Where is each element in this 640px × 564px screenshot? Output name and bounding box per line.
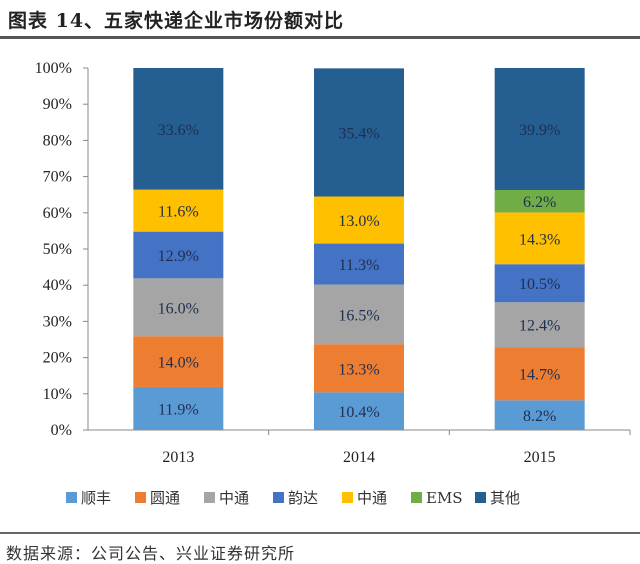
bar-segment xyxy=(314,392,404,430)
data-label: 16.5% xyxy=(338,307,379,324)
data-label: 11.6% xyxy=(158,204,199,221)
bar-segment xyxy=(314,344,404,393)
bar-segment xyxy=(494,400,585,430)
chart-title: 图表 14、五家快递企业市场份额对比 xyxy=(8,10,345,32)
bar-segment xyxy=(133,68,224,190)
legend-label: 顺丰 xyxy=(81,489,111,507)
data-label: 10.4% xyxy=(338,404,379,421)
bar-segment xyxy=(494,212,585,265)
bar-segment xyxy=(494,68,585,190)
legend-swatch xyxy=(342,492,353,503)
legend-label: EMS xyxy=(426,489,463,507)
y-tick-label: 10% xyxy=(43,386,72,403)
data-label: 39.9% xyxy=(519,122,560,139)
y-tick-label: 100% xyxy=(35,60,72,77)
data-label: 33.6% xyxy=(158,122,199,139)
bar-segment xyxy=(133,386,224,430)
source-divider xyxy=(0,532,640,534)
x-tick-label: 2015 xyxy=(524,449,556,466)
y-tick-label: 80% xyxy=(43,132,72,149)
y-tick-label: 30% xyxy=(43,313,72,330)
y-tick-label: 20% xyxy=(43,350,72,367)
data-label: 35.4% xyxy=(338,125,379,142)
bar-segment xyxy=(133,189,224,232)
legend-label: 中通 xyxy=(219,489,249,507)
data-label: 10.5% xyxy=(519,276,560,293)
legend-swatch xyxy=(135,492,146,503)
legend-swatch xyxy=(204,492,215,503)
y-tick-label: 90% xyxy=(43,96,72,113)
bar-segment xyxy=(314,68,404,197)
title-divider xyxy=(0,36,640,39)
legend-swatch xyxy=(66,492,77,503)
data-label: 16.0% xyxy=(158,300,199,317)
data-label: 13.0% xyxy=(338,213,379,230)
data-label: 11.3% xyxy=(339,257,380,274)
bar-segment xyxy=(314,196,404,244)
y-tick-label: 40% xyxy=(43,277,72,294)
bar-segment xyxy=(133,278,224,337)
data-label: 11.9% xyxy=(158,401,199,418)
data-label: 12.9% xyxy=(158,248,199,265)
data-label: 14.3% xyxy=(519,231,560,248)
y-tick-label: 0% xyxy=(51,422,72,439)
legend-label: 圆通 xyxy=(150,489,180,507)
legend-swatch xyxy=(411,492,422,503)
data-label: 8.2% xyxy=(523,408,556,425)
stacked-bar-chart: 0% 10% 20% 30% 40% 50% 60% 70% 80% 90% 100% 11.9% 14… xyxy=(35,60,631,507)
data-label: 13.3% xyxy=(338,361,379,378)
bar-segment xyxy=(494,302,585,348)
data-label: 6.2% xyxy=(523,194,556,211)
y-tick-label: 60% xyxy=(43,205,72,222)
legend-swatch xyxy=(475,492,486,503)
y-tick-label: 70% xyxy=(43,169,72,186)
data-label: 12.4% xyxy=(519,318,560,335)
bar-segment xyxy=(494,347,585,401)
legend-label: 中通 xyxy=(357,489,387,507)
x-tick-label: 2014 xyxy=(343,449,375,466)
source-note: 数据来源：公司公告、兴业证券研究所 xyxy=(6,544,296,563)
legend-label: 其他 xyxy=(490,489,520,507)
bar-segment xyxy=(314,284,404,345)
x-tick-label: 2013 xyxy=(162,449,194,466)
data-label: 14.7% xyxy=(519,367,560,384)
data-label: 14.0% xyxy=(158,355,199,372)
bar-segment xyxy=(494,264,585,303)
bar-segment xyxy=(133,231,224,279)
legend-label: 韵达 xyxy=(288,489,318,507)
bar-segment xyxy=(314,243,404,285)
legend-swatch xyxy=(273,492,284,503)
bar-segment xyxy=(494,189,585,213)
bar-segment xyxy=(133,336,224,387)
y-tick-label: 50% xyxy=(43,241,72,258)
